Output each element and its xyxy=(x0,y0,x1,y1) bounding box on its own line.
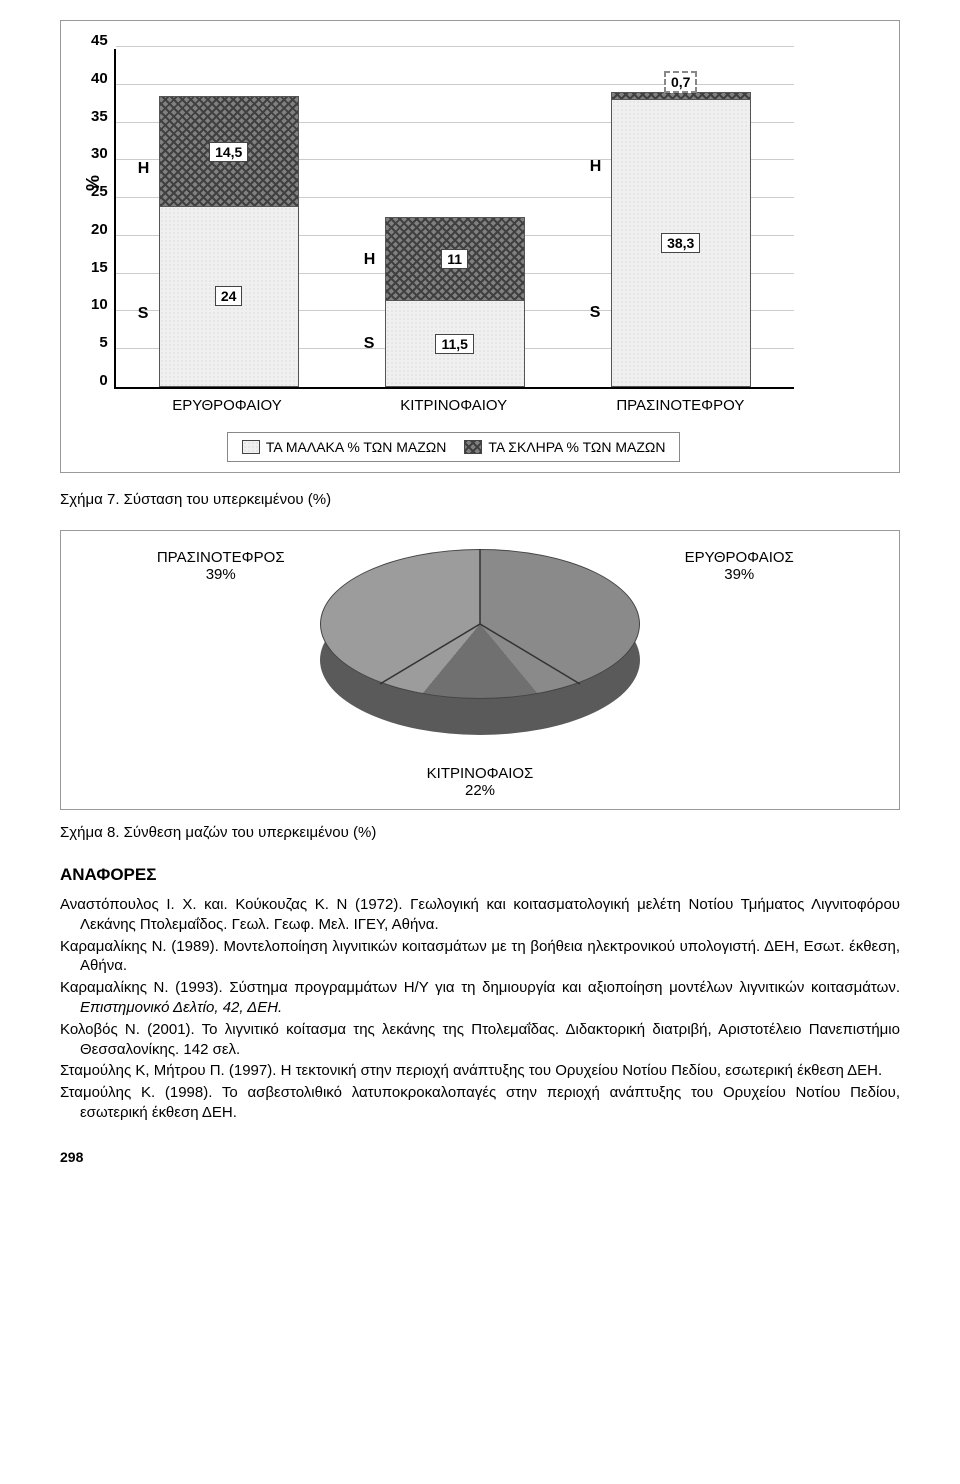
bar-stack: 11,511HS xyxy=(385,217,525,387)
swatch-hard-icon xyxy=(464,440,482,454)
h-label: H xyxy=(138,160,150,178)
pie-label-bottom-name: ΚΙΤΡΙΝΟΦΑΙΟΣ xyxy=(427,765,534,782)
y-axis: 051015202530354045 xyxy=(91,41,114,381)
bar-value-label: 38,3 xyxy=(661,233,700,253)
bar-segment-hard: 14,5 xyxy=(160,97,298,206)
pie-label-left-name: ΠΡΑΣΙΝΟΤΕΦΡΟΣ xyxy=(121,549,320,566)
bar-groups: 2414,5HS11,511HS38,30,7HS xyxy=(116,49,794,387)
bar-value-label: 24 xyxy=(215,286,243,306)
pie-label-right-pct: 39% xyxy=(640,566,839,583)
plot-area: 2414,5HS11,511HS38,30,7HS xyxy=(114,49,794,389)
x-category: ΚΙΤΡΙΝΟΦΑΙΟΥ xyxy=(374,397,534,414)
pie-label-bottom-pct: 22% xyxy=(427,782,534,799)
legend-item-hard: ΤΑ ΣΚΛΗΡΑ % ΤΩΝ ΜΑΖΩΝ xyxy=(464,439,665,455)
bar-chart: 051015202530354045 2414,5HS11,511HS38,30… xyxy=(91,41,869,462)
bar-chart-panel: % 051015202530354045 2414,5HS11,511HS38,… xyxy=(60,20,900,473)
pie-label-bottom: ΚΙΤΡΙΝΟΦΑΙΟΣ 22% xyxy=(427,765,534,799)
bar-segment-soft: 38,3 xyxy=(612,99,750,386)
reference-item: Κολοβός Ν. (2001). Το λιγνιτικό κοίτασμα… xyxy=(60,1020,900,1060)
x-axis-categories: ΕΡΥΘΡΟΦΑΙΟΥ ΚΙΤΡΙΝΟΦΑΙΟΥ ΠΡΑΣΙΝΟΤΕΦΡΟΥ xyxy=(114,397,794,414)
pie-label-right-name: ΕΡΥΘΡΟΦΑΙΟΣ xyxy=(640,549,839,566)
bar-caption: Σχήμα 7. Σύσταση του υπερκειμένου (%) xyxy=(60,491,900,508)
reference-item: Σταμούλης Κ. (1998). Το ασβεστολιθικό λα… xyxy=(60,1083,900,1123)
bar-group: 38,30,7HS xyxy=(601,92,761,387)
bar-segment-soft: 11,5 xyxy=(386,300,524,386)
reference-item: Αναστόπουλος Ι. Χ. και. Κούκουζας Κ. Ν (… xyxy=(60,895,900,935)
s-label: S xyxy=(138,305,150,323)
references-list: Αναστόπουλος Ι. Χ. και. Κούκουζας Κ. Ν (… xyxy=(60,895,900,1123)
x-category: ΠΡΑΣΙΝΟΤΕΦΡΟΥ xyxy=(600,397,760,414)
page-number: 298 xyxy=(60,1149,900,1165)
pie-label-left-pct: 39% xyxy=(121,566,320,583)
bar-segment-hard: 0,7 xyxy=(612,93,750,98)
legend-label-hard: ΤΑ ΣΚΛΗΡΑ % ΤΩΝ ΜΑΖΩΝ xyxy=(488,439,665,455)
y-axis-label: % xyxy=(83,175,104,191)
legend-item-soft: ΤΑ ΜΑΛΑΚΑ % ΤΩΝ ΜΑΖΩΝ xyxy=(242,439,446,455)
reference-item: Σταμούλης Κ, Μήτρου Π. (1997). Η τεκτονι… xyxy=(60,1061,900,1081)
s-label: S xyxy=(590,304,602,322)
pie-divider-lines-icon xyxy=(320,549,640,699)
hs-label-group: HS xyxy=(590,93,602,386)
pie-caption: Σχήμα 8. Σύνθεση μαζών του υπερκειμένου … xyxy=(60,824,900,841)
bar-value-label: 0,7 xyxy=(664,71,697,93)
pie-label-left: ΠΡΑΣΙΝΟΤΕΦΡΟΣ 39% xyxy=(121,549,320,583)
bar-value-label: 11,5 xyxy=(435,334,473,354)
x-category: ΕΡΥΘΡΟΦΑΙΟΥ xyxy=(147,397,307,414)
bar-segment-hard: 11 xyxy=(386,218,524,300)
h-label: H xyxy=(590,158,602,176)
bar-stack: 2414,5HS xyxy=(159,96,299,387)
pie-chart-panel: ΠΡΑΣΙΝΟΤΕΦΡΟΣ 39% ΕΡΥΘΡΟΦΑΙΟΣ 39% ΚΙΤΡΙΝ… xyxy=(60,530,900,810)
hs-label-group: HS xyxy=(364,218,376,386)
references-title: ΑΝΑΦΟΡΕΣ xyxy=(60,865,900,885)
legend: ΤΑ ΜΑΛΑΚΑ % ΤΩΝ ΜΑΖΩΝ ΤΑ ΣΚΛΗΡΑ % ΤΩΝ ΜΑ… xyxy=(227,432,681,462)
pie-chart xyxy=(320,549,639,749)
bar-group: 11,511HS xyxy=(375,217,535,387)
bar-value-label: 14,5 xyxy=(209,142,248,162)
swatch-soft-icon xyxy=(242,440,260,454)
legend-label-soft: ΤΑ ΜΑΛΑΚΑ % ΤΩΝ ΜΑΖΩΝ xyxy=(266,439,446,455)
s-label: S xyxy=(364,335,376,353)
pie-label-right: ΕΡΥΘΡΟΦΑΙΟΣ 39% xyxy=(640,549,839,583)
bar-segment-soft: 24 xyxy=(160,206,298,386)
h-label: H xyxy=(364,251,376,269)
reference-item: Καραμαλίκης Ν. (1989). Μοντελοποίηση λιγ… xyxy=(60,937,900,977)
bar-group: 2414,5HS xyxy=(149,96,309,387)
bar-stack: 38,30,7HS xyxy=(611,92,751,387)
reference-italic: Επιστημονικό Δελτίο, 42, ΔΕΗ. xyxy=(80,999,282,1016)
reference-item: Καραμαλίκης Ν. (1993). Σύστημα προγραμμά… xyxy=(60,978,900,1018)
hs-label-group: HS xyxy=(138,97,150,386)
bar-value-label: 11 xyxy=(441,249,468,269)
